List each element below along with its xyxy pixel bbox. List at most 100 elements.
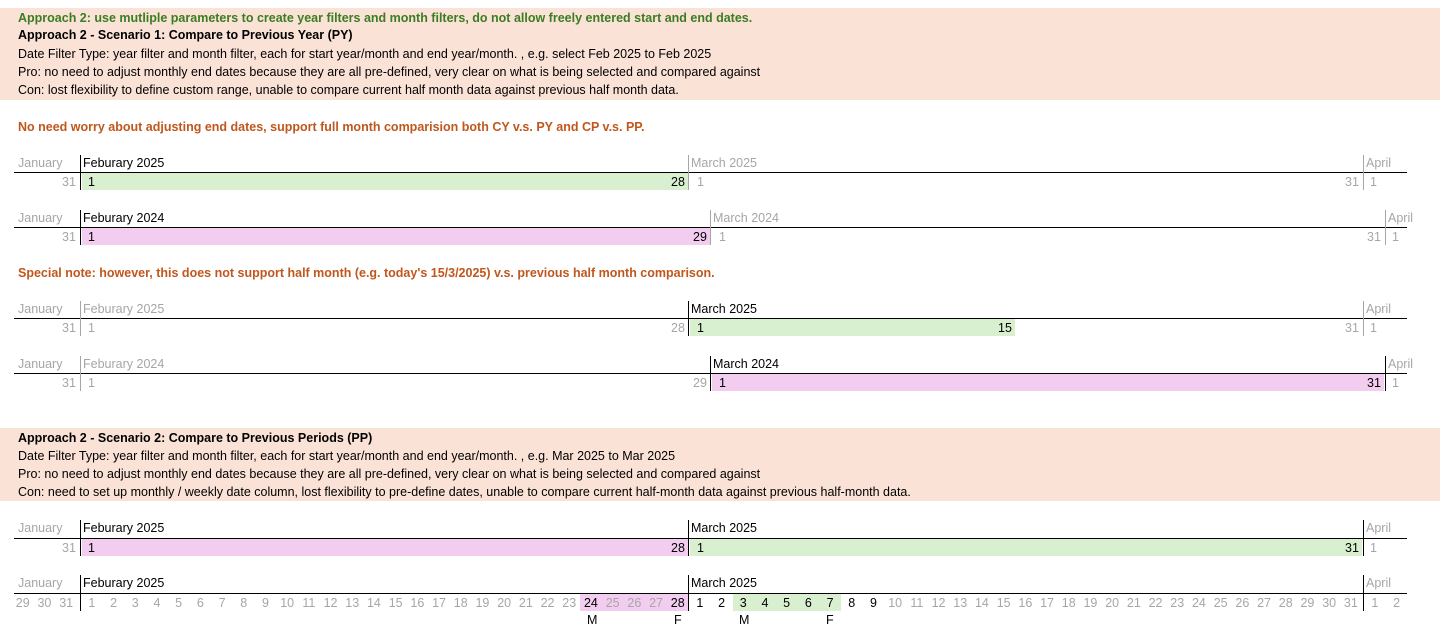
mar-start-day: 1 xyxy=(697,321,704,335)
feb-day-22: 22 xyxy=(540,596,555,610)
mar-day-18: 18 xyxy=(1061,596,1076,610)
mar-day-3: 3 xyxy=(739,596,747,610)
feb-divider xyxy=(80,155,81,190)
apr-divider xyxy=(1363,301,1364,336)
apr-start-day: 1 xyxy=(1392,230,1399,244)
feb-start-day: 1 xyxy=(88,175,95,189)
mar-divider xyxy=(688,575,689,611)
january-label: January xyxy=(18,576,63,590)
mar-day-10: 10 xyxy=(888,596,903,610)
scenario2-filter-type: Date Filter Type: year filter and month … xyxy=(18,449,676,463)
apr-divider xyxy=(1363,155,1364,190)
scenario2-band xyxy=(0,428,1440,501)
mar-label: March 2024 xyxy=(713,211,780,225)
mar-day-23: 23 xyxy=(1170,596,1185,610)
mar-label: March 2025 xyxy=(691,521,758,535)
jan-end-day: 31 xyxy=(62,230,76,244)
mar-day-6: 6 xyxy=(804,596,812,610)
mar-divider xyxy=(710,210,711,245)
feb-range-fill xyxy=(82,228,710,245)
apr-start-day: 1 xyxy=(1370,541,1377,555)
feb-start-day: 1 xyxy=(88,376,95,390)
mar-day-31: 31 xyxy=(1343,596,1358,610)
mar-day-17: 17 xyxy=(1040,596,1054,610)
mar-day-27: 27 xyxy=(1257,596,1271,610)
feb-day-4: 4 xyxy=(153,596,161,610)
apr-label: April xyxy=(1366,302,1392,316)
feb-day-28: 28 xyxy=(670,596,685,610)
mar-day-13: 13 xyxy=(953,596,968,610)
feb-label: Feburary 2024 xyxy=(83,357,165,371)
feb-end-day: 29 xyxy=(693,230,707,244)
week-curr-fill xyxy=(733,594,841,611)
mar-day-5: 5 xyxy=(783,596,791,610)
feb-day-17: 17 xyxy=(432,596,446,610)
mar-label: March 2025 xyxy=(691,576,758,590)
jan-end-day: 31 xyxy=(62,321,76,335)
apr-divider xyxy=(1385,356,1386,391)
mar-day-24: 24 xyxy=(1191,596,1206,610)
feb-day-27: 27 xyxy=(649,596,663,610)
feb-day-25: 25 xyxy=(605,596,620,610)
mar-end-day: 31 xyxy=(1367,230,1381,244)
mar-day-8: 8 xyxy=(848,596,856,610)
scenario2-pro: Pro: no need to adjust monthly end dates… xyxy=(18,467,761,481)
feb-day-15: 15 xyxy=(388,596,403,610)
jan-day-31: 31 xyxy=(59,596,74,610)
apr-label: April xyxy=(1366,521,1392,535)
mar-day-20: 20 xyxy=(1105,596,1120,610)
mar-day-4: 4 xyxy=(761,596,769,610)
jan-day-30: 30 xyxy=(37,596,52,610)
january-label: January xyxy=(18,357,63,371)
apr-start-day: 1 xyxy=(1370,175,1377,189)
feb-day-16: 16 xyxy=(410,596,425,610)
feb-day-8: 8 xyxy=(240,596,248,610)
apr-divider xyxy=(1385,210,1386,245)
feb-label: Feburary 2025 xyxy=(83,302,165,316)
feb-day-26: 26 xyxy=(627,596,642,610)
feb-day-14: 14 xyxy=(366,596,381,610)
mar-mid-day: 15 xyxy=(998,321,1012,335)
feb-day-20: 20 xyxy=(497,596,512,610)
mar-day-15: 15 xyxy=(996,596,1011,610)
mar-end-day: 31 xyxy=(1345,541,1359,555)
mar-day-19: 19 xyxy=(1083,596,1098,610)
apr-divider xyxy=(1363,575,1364,611)
feb-end-day: 28 xyxy=(671,175,685,189)
feb-day-12: 12 xyxy=(323,596,338,610)
mar-day-29: 29 xyxy=(1300,596,1315,610)
apr-day-2: 2 xyxy=(1393,596,1401,610)
jan-end-day: 31 xyxy=(62,175,76,189)
feb-day-13: 13 xyxy=(345,596,360,610)
mar-start-day: 1 xyxy=(697,175,704,189)
jan-end-day: 31 xyxy=(62,376,76,390)
feb-end-day: 28 xyxy=(671,541,685,555)
weekday-mon-label: M xyxy=(739,613,750,627)
feb-divider xyxy=(80,356,81,391)
mar-day-30: 30 xyxy=(1322,596,1337,610)
mar-start-day: 1 xyxy=(719,376,726,390)
weekday-fri-label: F xyxy=(826,613,834,627)
jan-day-29: 29 xyxy=(15,596,30,610)
feb-day-18: 18 xyxy=(453,596,468,610)
feb-day-19: 19 xyxy=(475,596,490,610)
feb-label: Feburary 2025 xyxy=(83,576,165,590)
scenario1-title: Approach 2 - Scenario 1: Compare to Prev… xyxy=(18,28,353,42)
mar-label: March 2025 xyxy=(691,302,758,316)
feb-start-day: 1 xyxy=(88,541,95,555)
mar-half-fill xyxy=(690,319,1015,336)
mar-label: March 2025 xyxy=(691,156,758,170)
timeline-axis xyxy=(14,593,1407,594)
feb-day-11: 11 xyxy=(302,596,316,610)
feb-divider xyxy=(80,301,81,336)
mar-day-14: 14 xyxy=(974,596,989,610)
feb-day-10: 10 xyxy=(280,596,295,610)
mar-day-2: 2 xyxy=(718,596,726,610)
feb-label: Feburary 2024 xyxy=(83,211,165,225)
scenario1-pro: Pro: no need to adjust monthly end dates… xyxy=(18,65,761,79)
feb-end-day: 28 xyxy=(671,321,685,335)
scenario1-filter-type: Date Filter Type: year filter and month … xyxy=(18,47,712,61)
feb-day-1: 1 xyxy=(88,596,96,610)
mar-label: March 2024 xyxy=(713,357,780,371)
apr-divider xyxy=(1363,520,1364,556)
